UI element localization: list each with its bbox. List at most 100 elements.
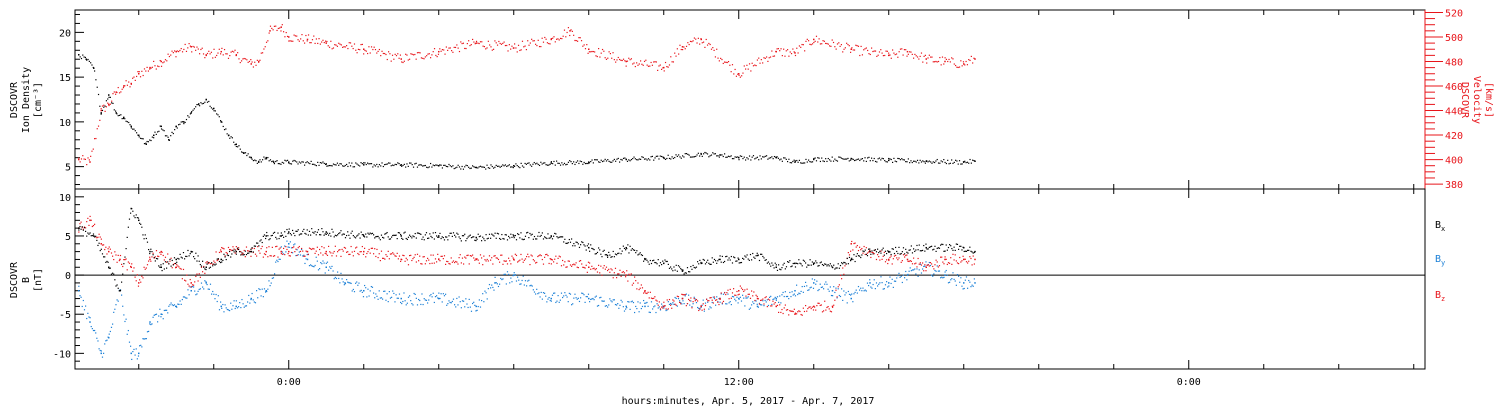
bz-trace-dot [427,257,429,259]
bz-trace-dot [114,251,116,253]
by-point [220,305,222,308]
velocity-trace-dot [317,42,319,45]
density-trace-dot [626,160,629,162]
bz-trace-dot [818,302,820,304]
bz-trace-dot [242,252,244,254]
bz-trace-dot [322,254,324,256]
bz-trace-dot [410,254,412,256]
legend-Bx-sub: x [1441,225,1445,233]
velocity-trace-dot [966,64,969,66]
density-trace-dot [226,133,228,135]
bx-trace-dot [707,259,709,261]
bz-trace-dot [365,256,367,258]
bx-trace-dot [938,247,941,249]
bx-trace-dot [221,261,223,263]
bz-trace-dot [367,251,369,253]
bz-trace-dot [376,248,378,251]
y-axis-title-left: Ion Density [21,67,32,133]
bz-trace-dot [950,257,952,259]
by-trace-dot [340,272,342,274]
by-trace-dot [464,306,466,308]
by-trace-dot [668,303,671,306]
velocity-trace-dot [272,29,274,31]
density-trace-dot [666,157,668,160]
bx-trace-dot [323,234,325,236]
density-trace-dot [889,158,891,160]
density-trace-dot [473,166,475,168]
velocity-trace-dot [514,43,516,45]
bz-trace-dot [128,262,131,264]
bx-trace-dot [713,258,716,261]
bx-trace-dot [719,255,721,257]
density-trace-dot [852,158,854,161]
by-trace-dot [368,295,370,297]
by-trace-dot [808,289,810,291]
bx-trace-dot [313,232,315,234]
by-point [265,289,267,292]
velocity-trace-dot [758,57,760,59]
velocity-trace-dot [809,43,811,45]
bz-trace-dot [382,257,384,259]
bx-trace-dot [418,232,420,234]
by-trace-dot [141,346,143,348]
bx-trace-dot [419,233,421,235]
density-point [325,163,327,165]
bx-trace-dot [420,233,422,235]
bz-trace-dot [148,260,150,262]
density-trace-dot [923,161,925,163]
density-trace-dot [486,164,488,166]
by-trace-dot [392,290,394,292]
bz-trace-dot [230,249,232,251]
density-trace-dot [485,168,487,170]
bz-trace-dot [267,256,269,258]
velocity-trace-dot [822,40,824,42]
bz-trace-dot [484,259,486,261]
bz-trace-dot [112,255,114,257]
y-tick-label-left: 10 [59,118,71,129]
by-trace-dot [185,297,187,299]
by-trace-dot [395,294,397,296]
density-trace-dot [326,165,328,167]
bz-trace-dot [622,271,624,273]
velocity-trace-dot [901,48,903,50]
bx-trace-dot [862,250,864,252]
y-tick-label-right: 460 [1445,82,1463,93]
density-trace-dot [767,158,769,160]
density-trace-dot [733,158,735,160]
density-trace-dot [549,163,551,166]
bx-trace-dot [437,236,439,238]
bx-trace-dot [710,263,712,265]
bx-trace-dot [629,245,631,247]
bz-trace-dot [79,223,81,225]
bz-trace-dot [713,296,716,298]
bx-trace-dot [968,249,970,251]
by-trace-dot [347,281,349,283]
bx-trace-dot [694,267,696,269]
bx-trace-dot [483,238,485,240]
legend-By: By [1435,254,1445,267]
by-trace-dot [459,301,461,303]
bx-trace-dot [772,264,774,266]
bz-trace-dot [968,260,970,262]
bz-trace-dot [907,260,909,262]
bx-trace-dot [835,267,837,269]
bz-trace-dot [158,255,160,258]
by-trace-dot [443,295,446,297]
bz-trace-dot [604,268,606,270]
density-trace-dot [286,159,289,161]
velocity-trace-dot [196,46,198,48]
bz-trace-dot [338,249,340,251]
density-trace-dot [633,156,635,158]
bx-trace-dot [333,236,335,238]
density-trace-dot [751,156,753,158]
bz-trace-dot [841,278,843,280]
bz-trace-dot [121,263,123,265]
by-trace-dot [385,299,387,301]
bx-trace-dot [676,270,678,272]
by-trace-dot [331,265,333,268]
bx-trace-dot [353,236,356,238]
by-trace-dot [418,298,420,301]
bz-trace-dot [801,314,803,316]
bx-trace-dot [482,236,484,238]
density-trace-dot [181,121,184,123]
